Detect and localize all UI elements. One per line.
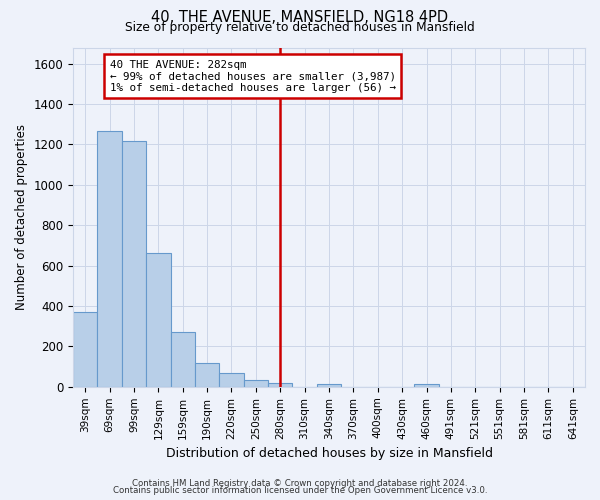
- Bar: [146, 252, 170, 387]
- Bar: [268, 383, 292, 387]
- X-axis label: Distribution of detached houses by size in Mansfield: Distribution of detached houses by size …: [166, 447, 493, 460]
- Bar: [73, 312, 97, 387]
- Text: Size of property relative to detached houses in Mansfield: Size of property relative to detached ho…: [125, 21, 475, 34]
- Bar: [415, 384, 439, 387]
- Text: Contains HM Land Registry data © Crown copyright and database right 2024.: Contains HM Land Registry data © Crown c…: [132, 478, 468, 488]
- Bar: [244, 380, 268, 387]
- Bar: [122, 142, 146, 387]
- Text: Contains public sector information licensed under the Open Government Licence v3: Contains public sector information licen…: [113, 486, 487, 495]
- Y-axis label: Number of detached properties: Number of detached properties: [15, 124, 28, 310]
- Bar: [195, 362, 220, 387]
- Text: 40 THE AVENUE: 282sqm
← 99% of detached houses are smaller (3,987)
1% of semi-de: 40 THE AVENUE: 282sqm ← 99% of detached …: [110, 60, 395, 93]
- Bar: [97, 132, 122, 387]
- Bar: [220, 372, 244, 387]
- Text: 40, THE AVENUE, MANSFIELD, NG18 4PD: 40, THE AVENUE, MANSFIELD, NG18 4PD: [151, 10, 449, 25]
- Bar: [170, 332, 195, 387]
- Bar: [317, 384, 341, 387]
